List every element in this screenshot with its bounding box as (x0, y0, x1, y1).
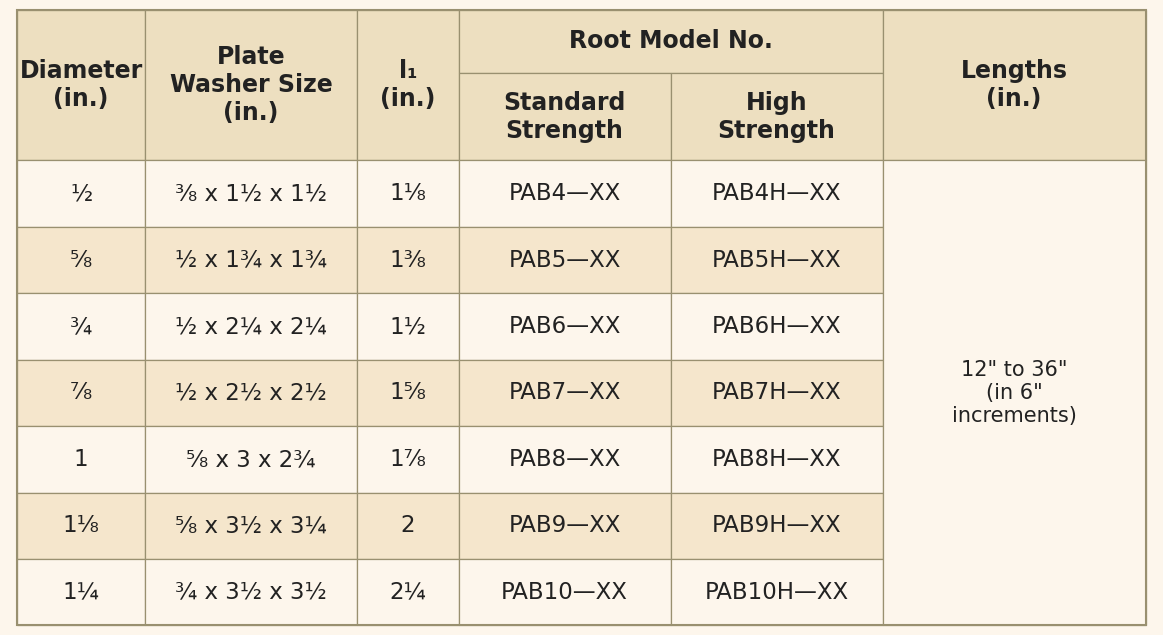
Text: PAB5H—XX: PAB5H—XX (712, 248, 842, 272)
Text: ⅝: ⅝ (70, 248, 92, 272)
Bar (17, 227, 145, 293)
Bar (17, 426, 145, 493)
Text: ½ x 2¼ x 2¼: ½ x 2¼ x 2¼ (176, 315, 327, 338)
Text: PAB7—XX: PAB7—XX (508, 382, 621, 404)
Bar (458, 10, 883, 73)
Bar (458, 493, 671, 559)
Text: ⅝ x 3 x 2¾: ⅝ x 3 x 2¾ (186, 448, 315, 471)
Bar (17, 559, 145, 625)
Bar (145, 227, 357, 293)
Text: PAB6H—XX: PAB6H—XX (712, 315, 842, 338)
Bar (17, 161, 145, 227)
Bar (671, 293, 883, 360)
Text: Lengths
(in.): Lengths (in.) (961, 59, 1068, 111)
Text: PAB10H—XX: PAB10H—XX (705, 581, 849, 604)
Bar (671, 426, 883, 493)
Bar (458, 293, 671, 360)
Bar (671, 493, 883, 559)
Text: l₁
(in.): l₁ (in.) (380, 59, 435, 111)
Text: PAB5—XX: PAB5—XX (508, 248, 621, 272)
Bar (145, 426, 357, 493)
Bar (883, 10, 1146, 161)
Text: 1⅛: 1⅛ (390, 182, 426, 205)
Bar (357, 293, 458, 360)
Text: PAB4—XX: PAB4—XX (508, 182, 621, 205)
Text: Plate
Washer Size
(in.): Plate Washer Size (in.) (170, 45, 333, 125)
Text: Root Model No.: Root Model No. (569, 29, 772, 53)
Text: PAB10—XX: PAB10—XX (501, 581, 628, 604)
Bar (145, 161, 357, 227)
Bar (17, 360, 145, 426)
Bar (357, 426, 458, 493)
Text: 1½: 1½ (390, 315, 426, 338)
Bar (145, 293, 357, 360)
Text: ¾ x 3½ x 3½: ¾ x 3½ x 3½ (176, 581, 327, 604)
Text: ½ x 2½ x 2½: ½ x 2½ x 2½ (176, 382, 327, 404)
Text: 1¼: 1¼ (63, 581, 100, 604)
Text: 1⅛: 1⅛ (63, 514, 100, 537)
Text: 1⅞: 1⅞ (390, 448, 426, 471)
Bar (145, 559, 357, 625)
Text: High
Strength: High Strength (718, 91, 835, 143)
Bar (458, 227, 671, 293)
Bar (671, 227, 883, 293)
Bar (145, 360, 357, 426)
Bar (17, 10, 145, 161)
Bar (458, 161, 671, 227)
Text: PAB9—XX: PAB9—XX (508, 514, 621, 537)
Text: 1⅝: 1⅝ (390, 382, 426, 404)
Bar (671, 73, 883, 161)
Text: 12" to 36"
(in 6"
increments): 12" to 36" (in 6" increments) (951, 360, 1077, 426)
Text: ⅝ x 3½ x 3¼: ⅝ x 3½ x 3¼ (176, 514, 327, 537)
Bar (883, 161, 1146, 625)
Text: ½ x 1¾ x 1¾: ½ x 1¾ x 1¾ (174, 248, 327, 272)
Bar (458, 559, 671, 625)
Bar (671, 161, 883, 227)
Text: 1⅜: 1⅜ (390, 248, 426, 272)
Bar (671, 559, 883, 625)
Text: PAB8—XX: PAB8—XX (508, 448, 621, 471)
Text: PAB9H—XX: PAB9H—XX (712, 514, 842, 537)
Bar (458, 426, 671, 493)
Text: PAB8H—XX: PAB8H—XX (712, 448, 841, 471)
Text: 2: 2 (400, 514, 415, 537)
Bar (145, 10, 357, 161)
Bar (357, 10, 458, 161)
Bar (357, 161, 458, 227)
Bar (357, 360, 458, 426)
Bar (671, 360, 883, 426)
Text: 2¼: 2¼ (390, 581, 426, 604)
Bar (357, 227, 458, 293)
Bar (17, 293, 145, 360)
Text: ½: ½ (70, 182, 92, 205)
Text: ⅞: ⅞ (70, 382, 92, 404)
Bar (357, 559, 458, 625)
Text: ¾: ¾ (70, 315, 92, 338)
Text: 1: 1 (74, 448, 88, 471)
Bar (17, 493, 145, 559)
Bar (458, 360, 671, 426)
Text: PAB6—XX: PAB6—XX (508, 315, 621, 338)
Text: Diameter
(in.): Diameter (in.) (20, 59, 143, 111)
Text: PAB4H—XX: PAB4H—XX (712, 182, 841, 205)
Bar (458, 73, 671, 161)
Bar (357, 493, 458, 559)
Text: ⅜ x 1½ x 1½: ⅜ x 1½ x 1½ (174, 182, 327, 205)
Bar (145, 493, 357, 559)
Text: PAB7H—XX: PAB7H—XX (712, 382, 842, 404)
Text: Standard
Strength: Standard Strength (504, 91, 626, 143)
